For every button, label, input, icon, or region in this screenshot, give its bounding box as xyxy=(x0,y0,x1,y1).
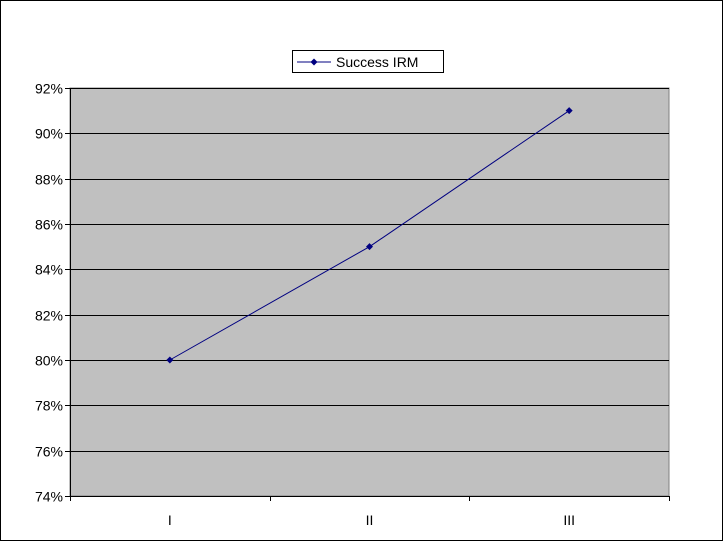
y-tick-label: 86% xyxy=(35,217,63,233)
y-tick-label: 82% xyxy=(35,308,63,324)
y-tick-label: 74% xyxy=(35,489,63,505)
data-point-marker xyxy=(166,356,174,364)
y-tick-label: 78% xyxy=(35,398,63,414)
y-tick-label: 76% xyxy=(35,444,63,460)
x-tick-label: III xyxy=(563,512,575,528)
legend: Success IRM xyxy=(292,50,444,73)
y-tick-label: 88% xyxy=(35,172,63,188)
plot-area xyxy=(69,87,670,497)
y-tick-label: 90% xyxy=(35,126,63,142)
series-layer xyxy=(166,107,573,364)
legend-series-label: Success IRM xyxy=(336,54,418,70)
y-axis: 74% 76% 78% 80% 82% 84% 86% 88% 90% 92% xyxy=(35,81,71,505)
gridlines xyxy=(70,88,669,452)
data-point-marker xyxy=(565,107,573,115)
data-point-marker xyxy=(366,243,373,251)
y-tick-label: 92% xyxy=(35,81,63,97)
x-tick-label: II xyxy=(366,512,374,528)
x-tick-label: I xyxy=(168,512,172,528)
legend-box xyxy=(292,50,444,73)
legend-series-marker xyxy=(310,58,318,66)
y-tick-label: 80% xyxy=(35,353,63,369)
x-axis: I II III xyxy=(70,496,670,528)
y-tick-label: 84% xyxy=(35,262,63,278)
